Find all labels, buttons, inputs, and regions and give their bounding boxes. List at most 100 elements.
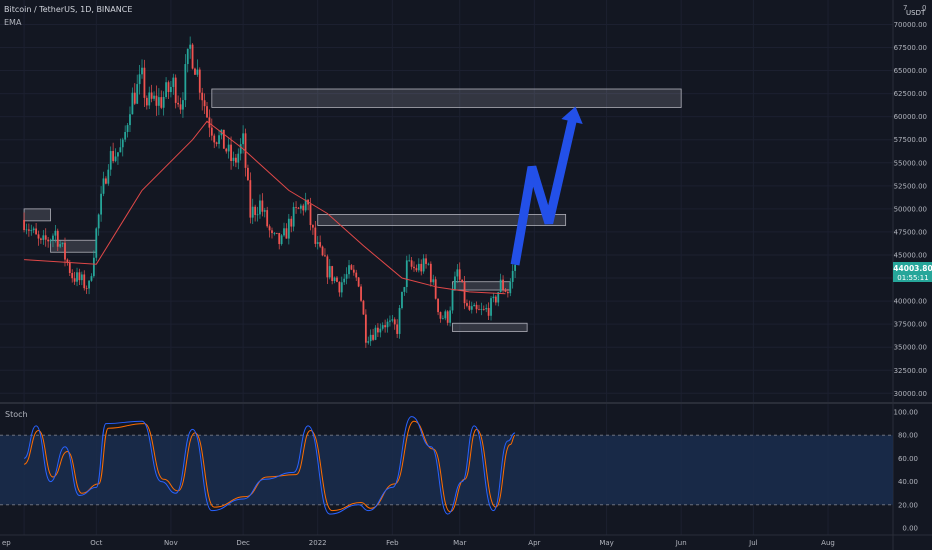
candle-body [102,178,105,194]
candle-body [275,232,278,234]
ema-line [24,120,506,295]
time-tick-label: Oct [90,539,102,547]
candle-body [78,272,81,281]
candle-body [198,69,201,93]
price-tick-label: 62500.00 [894,90,927,98]
stoch-tick-label: 40.00 [898,478,918,486]
candle-body [25,229,28,231]
candle-body [169,86,172,93]
candle-body [482,309,485,310]
time-axis[interactable]: ep Oct Nov Dec 2022 Feb Mar Apr May Jun Jul Aug [2,539,835,547]
candle-body [511,270,514,282]
stoch-k-line [23,416,516,515]
candle-body [172,77,175,87]
candle-body [155,95,158,106]
price-axis[interactable]: 70000.00 67500.00 65000.00 62500.00 60000.00… [894,21,927,398]
candle-body [92,257,95,277]
time-tick-label: Jun [675,539,687,547]
candle-body [35,228,38,235]
stoch-tick-label: 0.00 [902,525,918,533]
sr-zone[interactable] [452,322,528,332]
candle-body [328,266,331,278]
candle-body [336,277,338,282]
candle-body [27,229,30,231]
candle-body [73,278,76,282]
candle-body [129,114,131,126]
sr-zone[interactable] [211,88,682,108]
candle-body [321,246,324,256]
candle-body [312,225,314,228]
stoch-tick-label: 100.00 [894,409,919,417]
candle-body [44,235,47,240]
sr-zone[interactable] [452,281,511,291]
stoch-axis[interactable]: 100.00 80.00 60.00 40.00 20.00 0.00 [894,409,919,533]
candle-body [454,276,456,290]
candle-body [446,311,449,323]
price-tick-label: 52500.00 [894,182,927,190]
candle-body [299,205,302,209]
candle-body [90,276,93,281]
candle-body [30,230,33,231]
candle-body [105,178,107,184]
candle-body [425,258,427,264]
candle-body [437,298,439,313]
stoch-tick-label: 60.00 [898,455,918,463]
candle-body [429,263,432,283]
time-tick-label: Nov [164,539,178,547]
candle-body [47,239,50,242]
candle-body [319,242,322,247]
candle-body [441,318,444,320]
candle-body [502,279,504,290]
candle-body [393,319,396,325]
candle-body [157,97,160,106]
candle-body [352,269,355,273]
symbol-title[interactable]: Bitcoin / TetherUS, 1D, BINANCE [4,5,133,14]
candle-body [66,259,69,263]
countdown-label: 01:55:11 [897,274,928,282]
sr-zone[interactable] [317,214,567,226]
candle-body [85,288,88,289]
candle-body [174,77,177,103]
candle-body [389,320,391,322]
candle-body [259,200,261,215]
price-tick-label: 47500.00 [894,228,927,236]
candle-body [475,304,478,310]
candle-body [374,327,377,340]
candle-body [369,334,372,342]
candle-body [302,205,305,211]
price-tick-label: 67500.00 [894,44,927,52]
candle-body [249,180,252,218]
price-tick-label: 57500.00 [894,136,927,144]
candle-body [367,341,370,343]
candle-body [499,279,502,293]
candle-body [490,298,492,316]
sr-zone[interactable] [23,208,51,222]
candle-body [398,308,401,334]
candle-body [396,324,399,334]
candle-body [119,147,122,153]
price-tick-label: 40000.00 [894,298,927,306]
candle-body [88,280,90,289]
candle-body [189,44,192,49]
candle-body [316,242,319,244]
indicator-label[interactable]: EMA [4,18,22,27]
time-tick-label: 2022 [309,539,327,547]
candle-body [114,156,117,162]
stoch-d-line [23,420,516,513]
candle-body [261,200,264,212]
candles [23,36,516,348]
candle-body [76,272,78,282]
candle-body [242,133,245,145]
price-tick-label: 30000.00 [894,390,927,398]
candle-body [372,334,374,340]
candle-body [377,327,379,333]
candle-body [61,242,64,245]
candle-body [83,274,86,289]
candle-body [415,268,418,271]
candle-body [251,206,254,218]
candle-body [473,304,476,307]
price-tick-label: 55000.00 [894,159,927,167]
currency-label[interactable]: USDT [906,9,926,17]
candle-body [179,104,182,110]
